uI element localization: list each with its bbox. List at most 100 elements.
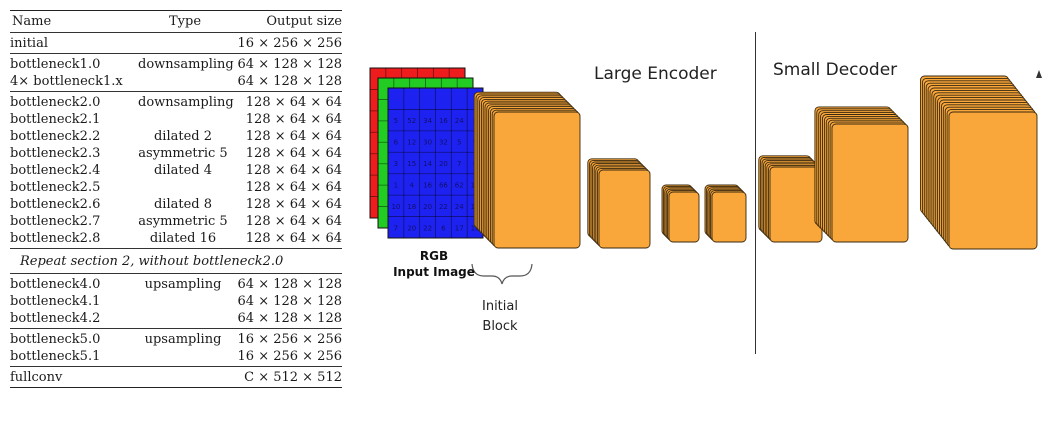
layer-name: bottleneck4.1 bbox=[10, 294, 101, 309]
grid-cell-value: 62 bbox=[455, 181, 464, 189]
layer-type: downsampling bbox=[138, 95, 234, 110]
table-group: bottleneck2.0 downsampling 128 × 64 × 64 bo… bbox=[10, 92, 342, 248]
table-row: bottleneck4.2 64 × 128 × 128 bbox=[10, 310, 342, 327]
layer-name: bottleneck2.3 bbox=[10, 146, 101, 161]
layer-output-size: 128 × 64 × 64 bbox=[245, 214, 342, 229]
table-header: Name Type Output size bbox=[10, 11, 342, 32]
output-arrow-tip bbox=[1036, 70, 1042, 78]
table-row: bottleneck2.7 asymmetric 5 128 × 64 × 64 bbox=[10, 213, 342, 230]
table-row: bottleneck2.3 asymmetric 5 128 × 64 × 64 bbox=[10, 145, 342, 162]
encoder-stack-2 bbox=[661, 184, 700, 243]
grid-cell-value: 66 bbox=[439, 181, 448, 189]
diagram-canvas: 5523416248612303259315142076141666621910… bbox=[369, 67, 1042, 285]
layer-type bbox=[138, 310, 228, 327]
layer-name: fullconv bbox=[10, 370, 63, 385]
grid-cell-value: 20 bbox=[407, 224, 416, 232]
layer-type bbox=[138, 35, 228, 52]
table-row: initial 16 × 256 × 256 bbox=[10, 35, 342, 52]
table-group-rule bbox=[10, 328, 342, 329]
layer-type: upsampling bbox=[144, 332, 222, 347]
initial-block-stack bbox=[473, 91, 581, 249]
layer-type bbox=[138, 111, 228, 128]
layer-name: bottleneck4.0 bbox=[10, 277, 101, 292]
layer-type: dilated 2 bbox=[153, 129, 213, 144]
layer-type: dilated 8 bbox=[153, 197, 213, 212]
table-group-rule bbox=[10, 366, 342, 367]
layer-type bbox=[138, 73, 228, 90]
grid-cell-value: 24 bbox=[455, 203, 464, 211]
layer-output-size: 64 × 128 × 128 bbox=[237, 294, 342, 309]
layer-output-size: C × 512 × 512 bbox=[244, 370, 342, 385]
grid-cell-value: 10 bbox=[391, 203, 400, 211]
grid-cell-value: 22 bbox=[439, 203, 448, 211]
layer-name: 4× bottleneck1.x bbox=[10, 74, 123, 89]
layer-output-size: 64 × 128 × 128 bbox=[237, 277, 342, 292]
grid-cell-value: 30 bbox=[423, 139, 432, 147]
grid-cell-value: 20 bbox=[423, 203, 432, 211]
table-top-rule bbox=[10, 10, 342, 11]
layer-name: bottleneck5.0 bbox=[10, 332, 101, 347]
layer-output-size: 16 × 256 × 256 bbox=[237, 36, 342, 51]
layer-output-size: 128 × 64 × 64 bbox=[245, 180, 342, 195]
grid-cell-value: 1 bbox=[394, 181, 398, 189]
grid-cell-value: 6 bbox=[394, 139, 399, 147]
table-note: Repeat section 2, without bottleneck2.0 bbox=[20, 254, 284, 269]
layer-type: upsampling bbox=[144, 277, 222, 292]
grid-cell-value: 17 bbox=[455, 224, 464, 232]
block-label: Block bbox=[482, 319, 518, 334]
grid-cell-value: 20 bbox=[439, 160, 448, 168]
table-group-rule bbox=[10, 273, 342, 274]
grid-cell-value: 15 bbox=[407, 160, 416, 168]
decoder-stack-1 bbox=[758, 155, 823, 243]
feature-map-layer bbox=[668, 191, 700, 243]
header-output-size: Output size bbox=[266, 14, 342, 29]
table-row: bottleneck2.0 downsampling 128 × 64 × 64 bbox=[10, 94, 342, 111]
grid-cell-value: 32 bbox=[439, 139, 448, 147]
feature-map-layer bbox=[831, 123, 909, 243]
layer-output-size: 16 × 256 × 256 bbox=[237, 332, 342, 347]
small-decoder-label: Small Decoder bbox=[773, 60, 898, 80]
encoder-stack-3 bbox=[704, 184, 747, 243]
grid-cell-value: 52 bbox=[407, 117, 416, 125]
layer-name: bottleneck2.5 bbox=[10, 180, 101, 195]
table-row: bottleneck2.5 128 × 64 × 64 bbox=[10, 179, 342, 196]
layer-type bbox=[138, 179, 228, 196]
table-row: bottleneck2.4 dilated 4 128 × 64 × 64 bbox=[10, 162, 342, 179]
initial-block-brace bbox=[471, 263, 533, 285]
layer-name: initial bbox=[10, 36, 48, 51]
layer-output-size: 128 × 64 × 64 bbox=[245, 146, 342, 161]
layer-output-size: 64 × 128 × 128 bbox=[237, 74, 342, 89]
grid-cell-value: 7 bbox=[394, 224, 398, 232]
table-row: bottleneck2.2 dilated 2 128 × 64 × 64 bbox=[10, 128, 342, 145]
table-row: bottleneck4.1 64 × 128 × 128 bbox=[10, 293, 342, 310]
layer-output-size: 128 × 64 × 64 bbox=[245, 197, 342, 212]
decoder-stack-3 bbox=[920, 75, 1038, 250]
network-diagram: 5523416248612303259315142076141666621910… bbox=[342, 0, 1047, 427]
grid-cell-value: 16 bbox=[423, 181, 432, 189]
layer-output-size: 128 × 64 × 64 bbox=[245, 95, 342, 110]
grid-cell-value: 6 bbox=[441, 224, 446, 232]
feature-map-layer bbox=[598, 169, 651, 249]
table-group: fullconv C × 512 × 512 bbox=[10, 367, 342, 387]
layer-output-size: 128 × 64 × 64 bbox=[245, 163, 342, 178]
table-row: bottleneck5.0 upsampling 16 × 256 × 256 bbox=[10, 331, 342, 348]
grid-cell-value: 18 bbox=[407, 203, 416, 211]
layer-type bbox=[138, 293, 228, 310]
grid-cell-value: 14 bbox=[423, 160, 432, 168]
layer-type bbox=[138, 369, 228, 386]
layer-name: bottleneck2.0 bbox=[10, 95, 101, 110]
table-row: 4× bottleneck1.x 64 × 128 × 128 bbox=[10, 73, 342, 90]
layer-name: bottleneck4.2 bbox=[10, 311, 101, 326]
grid-cell-value: 5 bbox=[457, 139, 461, 147]
layer-type: asymmetric 5 bbox=[138, 214, 228, 229]
table-row: bottleneck2.8 dilated 16 128 × 64 × 64 bbox=[10, 230, 342, 247]
layer-name: bottleneck2.6 bbox=[10, 197, 101, 212]
table-row: bottleneck5.1 16 × 256 × 256 bbox=[10, 348, 342, 365]
feature-map-layer bbox=[711, 191, 747, 243]
grid-cell-value: 3 bbox=[394, 160, 398, 168]
table-group: bottleneck4.0 upsampling 64 × 128 × 128 bot… bbox=[10, 274, 342, 328]
input-image-label: Input Image bbox=[393, 265, 475, 279]
feature-map-layer bbox=[769, 166, 823, 243]
feature-map-stacks bbox=[473, 75, 1038, 250]
grid-cell-value: 16 bbox=[439, 117, 448, 125]
